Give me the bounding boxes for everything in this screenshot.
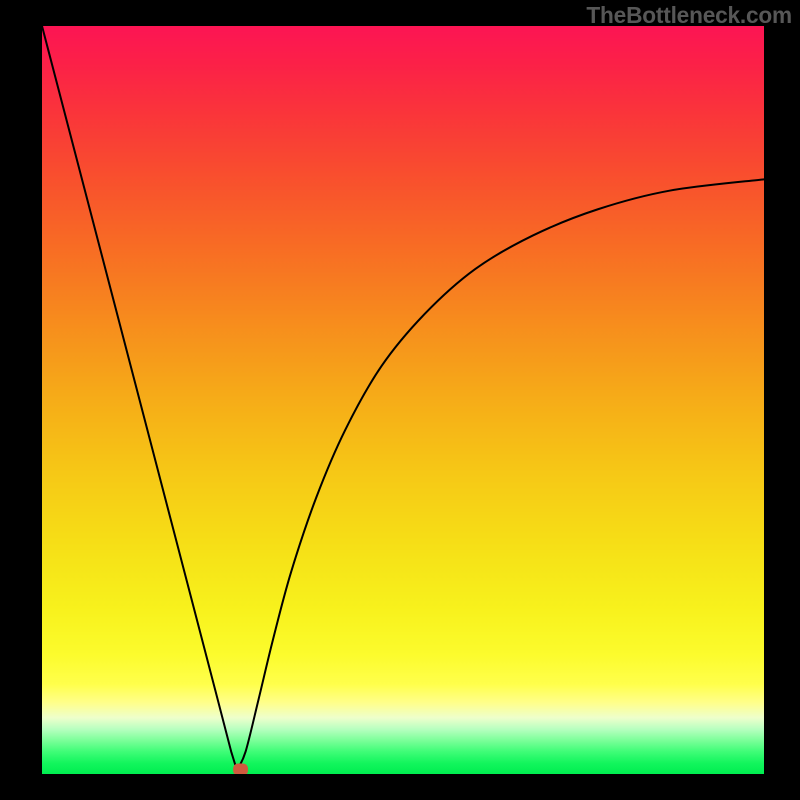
chart-stage: TheBottleneck.com [0,0,800,800]
apex-marker [233,764,248,774]
bottleneck-curve [42,26,764,770]
chart-plot [42,26,764,774]
chart-curve-layer [42,26,764,774]
watermark-label: TheBottleneck.com [586,2,792,29]
